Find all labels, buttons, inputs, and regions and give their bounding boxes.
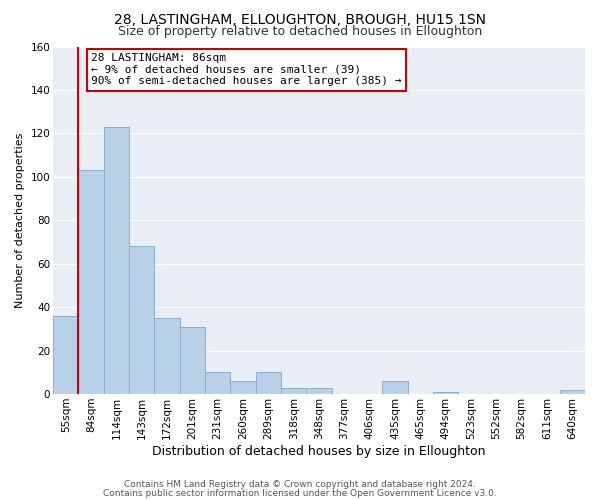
Bar [382, 381, 407, 394]
Text: 28 LASTINGHAM: 86sqm
← 9% of detached houses are smaller (39)
90% of semi-detach: 28 LASTINGHAM: 86sqm ← 9% of detached ho… [91, 53, 401, 86]
Bar [560, 390, 585, 394]
Y-axis label: Number of detached properties: Number of detached properties [15, 132, 25, 308]
Bar [129, 246, 154, 394]
Bar [104, 127, 129, 394]
Text: 28, LASTINGHAM, ELLOUGHTON, BROUGH, HU15 1SN: 28, LASTINGHAM, ELLOUGHTON, BROUGH, HU15… [114, 12, 486, 26]
Bar [154, 318, 180, 394]
Bar [281, 388, 307, 394]
Bar [205, 372, 230, 394]
Bar [433, 392, 458, 394]
Bar [307, 388, 332, 394]
Text: Size of property relative to detached houses in Elloughton: Size of property relative to detached ho… [118, 25, 482, 38]
Bar [79, 170, 104, 394]
Text: Contains public sector information licensed under the Open Government Licence v3: Contains public sector information licen… [103, 488, 497, 498]
Text: Contains HM Land Registry data © Crown copyright and database right 2024.: Contains HM Land Registry data © Crown c… [124, 480, 476, 489]
Bar [180, 326, 205, 394]
Bar [53, 316, 79, 394]
Bar [256, 372, 281, 394]
Bar [230, 381, 256, 394]
X-axis label: Distribution of detached houses by size in Elloughton: Distribution of detached houses by size … [152, 444, 486, 458]
